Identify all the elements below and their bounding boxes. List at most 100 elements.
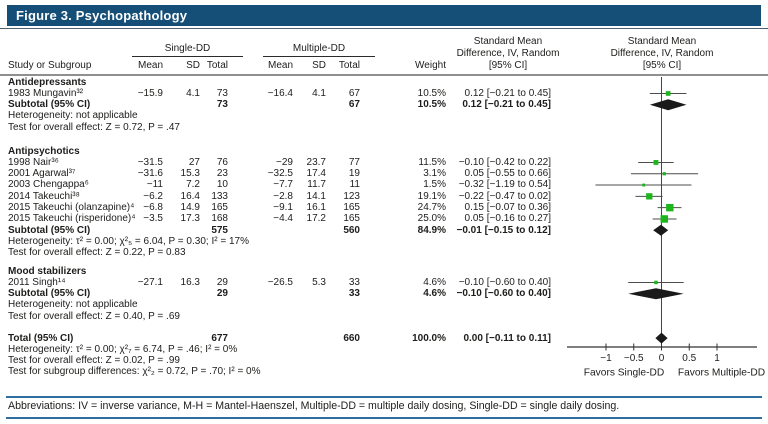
smd-header-line: [95% CI]: [488, 59, 528, 71]
note-row: Test for overall effect: Z = 0.02, P = .…: [0, 355, 768, 366]
smd-header-line: Standard Mean: [473, 36, 543, 47]
mean-multiple: −4.4: [273, 213, 293, 225]
total-multiple: 19: [348, 168, 360, 180]
weight-value: 10.5%: [417, 99, 446, 111]
weight-value: 1.5%: [423, 179, 446, 191]
weight-value: 10.5%: [417, 87, 446, 99]
sd-multiple: 5.3: [312, 276, 326, 288]
smd-ci-value: 0.12 [−0.21 to 0.45]: [464, 87, 551, 99]
note-row: Heterogeneity: not applicable: [0, 299, 768, 310]
total-single: 76: [216, 156, 228, 168]
row-label: 2015 Takeuchi (risperidone)⁴: [8, 213, 136, 225]
mean-single: −11: [146, 179, 163, 191]
sd-single: 16.4: [180, 190, 200, 202]
sd-multiple: 4.1: [312, 87, 326, 99]
row-label: Total (95% CI): [8, 332, 74, 344]
smd-header-line: Difference, IV, Random: [456, 47, 560, 59]
total-multiple: 33: [348, 276, 360, 288]
row-label: Test for subgroup differences: χ²₂ = 0.7…: [8, 366, 261, 378]
study-row: 2015 Takeuchi (risperidone)⁴ −3.5 17.3 168 −…: [0, 213, 768, 224]
smd-ci-value: 0.05 [−0.55 to 0.66]: [464, 168, 551, 180]
weight-value: 24.7%: [417, 202, 446, 213]
total-single: 10: [216, 179, 228, 191]
weight-column-header: Weight: [415, 60, 446, 71]
section-row: Mood stabilizers: [0, 266, 768, 277]
subtotal-row: Subtotal (95% CI) 29 33 4.6% −0.10 [−0.60 to…: [0, 288, 768, 299]
row-label: 2001 Agarwal³⁷: [8, 168, 76, 180]
footer-rule-top: [6, 396, 762, 398]
mean-multiple: −9.1: [273, 202, 293, 213]
row-label: Mood stabilizers: [8, 265, 87, 277]
column-header-row: Study or Subgroup Mean SD Total Mean SD …: [0, 60, 768, 72]
note-row: Heterogeneity: τ² = 0.00; χ²₇ = 6.74, P …: [0, 344, 768, 355]
section-row: Antipsychotics: [0, 146, 768, 157]
smd-header-line: Standard Mean: [627, 36, 697, 47]
sd-multiple: 23.7: [306, 156, 326, 168]
weight-value: 4.6%: [423, 276, 446, 288]
row-label: 2003 Chengappa⁶: [8, 179, 89, 191]
study-column-header: Study or Subgroup: [8, 60, 92, 71]
sd-single: 27: [188, 156, 200, 168]
sd-single: 15.3: [180, 168, 200, 180]
total-multiple: 660: [343, 332, 360, 344]
mean-multiple: −26.5: [267, 276, 293, 288]
total-multiple: 67: [348, 87, 360, 99]
footer-rule-bottom: [6, 417, 762, 419]
weight-value: 84.9%: [417, 224, 446, 236]
total-multiple: 123: [343, 190, 360, 202]
smd-ci-value: 0.05 [−0.16 to 0.27]: [464, 213, 551, 225]
mean-multiple: −32.5: [267, 168, 293, 180]
mean-multiple-header: Mean: [267, 60, 293, 71]
group-header-single-dd: Single-DD: [164, 43, 211, 54]
study-row: 2003 Chengappa⁶ −11 7.2 10 −7.7 11.7 11 1.5% −0.…: [0, 179, 768, 190]
total-single: 133: [211, 190, 228, 202]
section-row: Antidepressants: [0, 77, 768, 88]
sd-multiple: 17.2: [306, 213, 326, 225]
sd-multiple: 17.4: [306, 168, 326, 180]
row-label: 2011 Singh¹⁴: [8, 276, 66, 288]
study-row: 2015 Takeuchi (olanzapine)⁴ −6.8 14.9 165 −9…: [0, 202, 768, 213]
row-label: Test for overall effect: Z = 0.02, P = .…: [8, 355, 180, 367]
sd-single-header: SD: [186, 60, 200, 71]
weight-value: 4.6%: [423, 288, 446, 300]
note-row: Test for overall effect: Z = 0.22, P = 0…: [0, 247, 768, 258]
mean-single-header: Mean: [137, 60, 163, 71]
mean-single: −6.8: [143, 202, 163, 213]
weight-value: 25.0%: [417, 213, 446, 225]
total-single: 677: [211, 332, 228, 344]
group-underline-single: [132, 56, 243, 57]
sd-single: 16.3: [180, 276, 200, 288]
smd-text-column-header: Standard Mean Difference, IV, Random [95…: [440, 36, 576, 71]
mean-single: −27.1: [137, 276, 163, 288]
row-label: Test for overall effect: Z = 0.22, P = 0…: [8, 247, 186, 259]
total-multiple-header: Total: [338, 60, 360, 71]
note-row: Test for subgroup differences: χ²₂ = 0.7…: [0, 366, 768, 377]
weight-value: 19.1%: [417, 190, 446, 202]
total-single-header: Total: [206, 60, 228, 71]
row-label: Subtotal (95% CI): [8, 99, 91, 111]
sd-multiple: 14.1: [306, 190, 326, 202]
smd-header-line: [95% CI]: [642, 59, 682, 71]
row-label: 1998 Nair³⁶: [8, 156, 59, 168]
row-label: 1983 Mungavin³²: [8, 87, 84, 99]
sd-single: 14.9: [180, 202, 200, 213]
mean-multiple: −29: [276, 156, 293, 168]
smd-ci-value: −0.10 [−0.60 to 0.40]: [456, 288, 551, 300]
group-header-multiple-dd: Multiple-DD: [292, 43, 346, 54]
row-label: Test for overall effect: Z = 0.72, P = .…: [8, 121, 180, 133]
note-row: Heterogeneity: not applicable: [0, 110, 768, 121]
study-row: 2014 Takeuchi³⁸ −6.2 16.4 133 −2.8 14.1 123 19.…: [0, 191, 768, 202]
total-single: 29: [216, 288, 228, 300]
note-row: Test for overall effect: Z = 0.40, P = .…: [0, 311, 768, 322]
weight-value: 11.5%: [418, 156, 446, 168]
weight-value: 3.1%: [423, 168, 446, 180]
mean-single: −31.6: [137, 168, 163, 180]
study-row: 1983 Mungavin³² −15.9 4.1 73 −16.4 4.1 67 10.5%…: [0, 88, 768, 99]
smd-header-line: Difference, IV, Random: [610, 47, 714, 59]
note-row: Test for overall effect: Z = 0.72, P = .…: [0, 122, 768, 133]
smd-plot-column-header: Standard Mean Difference, IV, Random [95…: [594, 36, 730, 71]
figure-title-bar: Figure 3. Psychopathology: [7, 5, 761, 26]
study-row: 1998 Nair³⁶ −31.5 27 76 −29 23.7 77 11.5% −0.10 …: [0, 157, 768, 168]
study-row: 2001 Agarwal³⁷ −31.6 15.3 23 −32.5 17.4 19 3.1%…: [0, 168, 768, 179]
mean-single: −31.5: [137, 156, 163, 168]
